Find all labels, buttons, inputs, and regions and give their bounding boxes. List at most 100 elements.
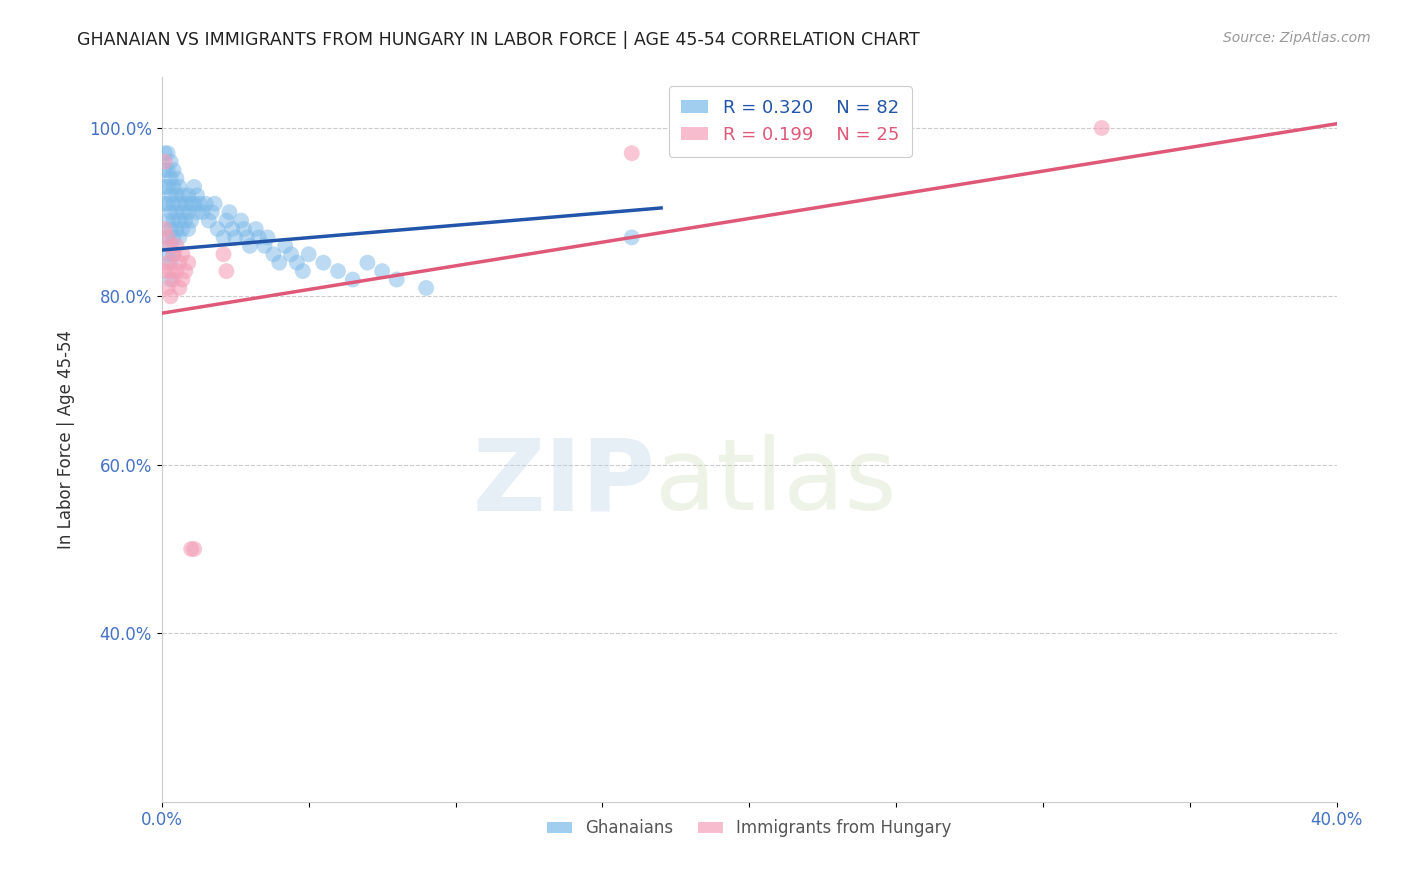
Point [159,255,181,269]
Point [207,222,229,236]
Point [162,272,184,286]
Point [326,264,349,278]
Point [356,255,378,269]
Point [169,255,191,269]
Point [162,247,184,261]
Point [215,213,238,227]
Point [269,255,291,269]
Point [245,222,267,236]
Point [153,180,176,194]
Point [212,230,235,244]
Point [156,213,179,227]
Point [218,205,240,219]
Point [156,146,179,161]
Point [183,541,205,556]
Point [186,188,208,202]
Point [229,213,252,227]
Point [186,205,208,219]
Point [159,154,181,169]
Point [166,188,188,202]
Point [153,154,176,169]
Point [177,205,200,219]
Point [162,247,184,261]
Point [159,264,181,278]
Point [236,230,259,244]
Point [162,180,184,194]
Point [153,264,176,278]
Point [156,163,179,178]
Point [385,272,408,286]
Point [156,180,179,194]
Point [177,188,200,202]
Point [201,205,224,219]
Point [262,247,284,261]
Point [174,264,197,278]
Point [280,247,302,261]
Point [159,239,181,253]
Point [172,188,194,202]
Point [285,255,308,269]
Point [188,196,211,211]
Point [177,255,200,269]
Point [162,163,184,178]
Point [169,196,191,211]
Y-axis label: In Labor Force | Age 45-54: In Labor Force | Age 45-54 [58,330,75,549]
Point [162,213,184,227]
Point [247,230,270,244]
Point [183,180,205,194]
Point [1091,120,1114,135]
Point [174,196,197,211]
Point [156,196,179,211]
Point [162,230,184,244]
Point [169,281,191,295]
Point [172,247,194,261]
Point [153,196,176,211]
Point [159,239,181,253]
Point [291,264,314,278]
Point [153,163,176,178]
Point [371,264,394,278]
Point [153,222,176,236]
Point [253,239,276,253]
Point [415,281,437,295]
Point [156,255,179,269]
Point [342,272,364,286]
Point [156,230,179,244]
Point [153,146,176,161]
Point [204,196,226,211]
Point [620,146,643,161]
Point [174,213,197,227]
Text: atlas: atlas [655,434,897,532]
Point [312,255,335,269]
Text: GHANAIAN VS IMMIGRANTS FROM HUNGARY IN LABOR FORCE | AGE 45-54 CORRELATION CHART: GHANAIAN VS IMMIGRANTS FROM HUNGARY IN L… [77,31,920,49]
Point [177,222,200,236]
Point [156,281,179,295]
Point [197,213,219,227]
Point [183,196,205,211]
Legend: Ghanaians, Immigrants from Hungary: Ghanaians, Immigrants from Hungary [540,813,959,844]
Point [180,541,202,556]
Point [620,230,643,244]
Point [172,222,194,236]
Point [169,213,191,227]
Text: Source: ZipAtlas.com: Source: ZipAtlas.com [1223,31,1371,45]
Point [180,213,202,227]
Point [166,171,188,186]
Point [194,196,217,211]
Point [172,272,194,286]
Point [159,272,181,286]
Point [191,205,214,219]
Point [159,205,181,219]
Point [172,205,194,219]
Point [162,196,184,211]
Point [169,180,191,194]
Point [298,247,321,261]
Point [159,188,181,202]
Point [156,230,179,244]
Point [166,222,188,236]
Point [233,222,256,236]
Point [221,222,243,236]
Point [274,239,297,253]
Point [256,230,278,244]
Text: ZIP: ZIP [472,434,655,532]
